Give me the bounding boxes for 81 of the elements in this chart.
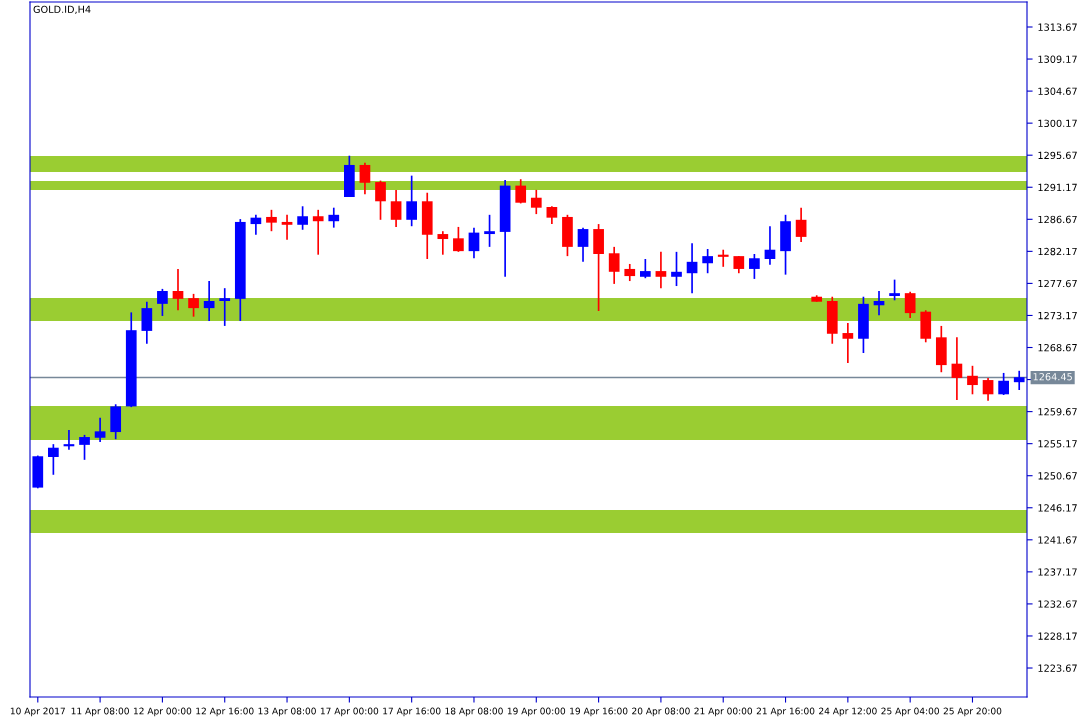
candlestick	[764, 225, 776, 266]
candlestick	[655, 251, 667, 290]
y-tick-label: 1277.67	[1038, 279, 1077, 288]
candlestick	[577, 226, 589, 263]
y-tick-label: 1291.17	[1038, 183, 1077, 192]
candlestick	[686, 242, 698, 294]
x-tick-label: 20 Apr 08:00	[632, 707, 690, 717]
candlestick	[281, 213, 293, 241]
candlestick	[141, 300, 153, 345]
x-tick-label: 24 Apr 12:00	[819, 707, 877, 717]
x-tick-label: 12 Apr 16:00	[196, 707, 254, 717]
candlestick	[266, 208, 277, 233]
candlestick	[967, 364, 978, 396]
y-tick-label: 1250.67	[1038, 472, 1077, 480]
x-tick-label: 17 Apr 00:00	[320, 707, 379, 717]
candlestick	[671, 251, 682, 287]
candlestick	[702, 248, 713, 275]
candlestick	[406, 174, 418, 228]
candlestick	[94, 416, 106, 443]
candlestick	[79, 434, 90, 461]
x-tick-label: 25 Apr 20:00	[943, 707, 1002, 717]
x-tick-label: 11 Apr 08:00	[71, 707, 129, 717]
candlestick	[375, 179, 386, 221]
y-tick-label: 1309.17	[1038, 55, 1077, 63]
x-tick-label: 19 Apr 16:00	[570, 707, 628, 717]
y-tick-label: 1232.67	[1038, 600, 1077, 608]
y-tick-label: 1228.17	[1038, 632, 1077, 640]
y-tick-label: 1259.67	[1038, 408, 1077, 416]
candlestick	[437, 230, 449, 256]
y-tick-label: 1295.67	[1038, 151, 1077, 160]
y-tick-label: 1241.67	[1038, 536, 1077, 544]
candlestick	[219, 287, 231, 327]
candlestick	[468, 226, 480, 260]
y-tick-label: 1304.67	[1038, 87, 1077, 95]
candlestick	[515, 178, 527, 205]
candlestick	[48, 443, 59, 476]
candlestick	[203, 280, 215, 322]
candlestick	[530, 189, 542, 215]
y-tick-label: 1286.67	[1038, 215, 1077, 224]
chart-title: GOLD.ID,H4	[33, 5, 91, 14]
y-tick-label: 1300.17	[1038, 119, 1077, 127]
y-tick-label: 1268.67	[1038, 343, 1077, 352]
y-tick-label: 1223.67	[1038, 664, 1077, 672]
candlestick	[390, 189, 402, 228]
x-tick-label: 13 Apr 08:00	[258, 707, 316, 717]
candlestick	[453, 226, 464, 253]
x-tick-label: 10 Apr 2017	[10, 707, 65, 717]
candlestick	[717, 248, 729, 268]
candlestick	[484, 213, 495, 248]
y-tick-label: 1313.67	[1038, 23, 1077, 31]
x-tick-label: 12 Apr 00:00	[133, 707, 192, 717]
x-tick-label: 18 Apr 08:00	[445, 707, 503, 717]
candlestick	[172, 268, 184, 312]
x-tick-label: 19 Apr 00:00	[507, 707, 566, 717]
y-tick-label: 1255.17	[1038, 440, 1077, 448]
candlestick	[328, 206, 340, 229]
x-tick-label: 25 Apr 04:00	[881, 707, 939, 717]
candlestick	[951, 336, 963, 401]
candlestick	[842, 322, 854, 364]
candlestick	[982, 377, 994, 402]
candlestick	[359, 161, 371, 195]
x-tick-label: 21 Apr 16:00	[756, 707, 815, 717]
candlestick	[904, 290, 916, 319]
candlestick	[889, 278, 900, 302]
candlestick	[297, 205, 308, 231]
candlestick	[639, 258, 651, 280]
y-tick-label: 1282.17	[1038, 247, 1077, 256]
candlestick	[1013, 369, 1025, 391]
candlestick	[312, 208, 324, 256]
candlestick	[188, 293, 199, 318]
y-tick-label: 1237.17	[1038, 568, 1077, 576]
ref-line-label: 1264.45	[1033, 373, 1072, 381]
x-tick-label: 17 Apr 16:00	[383, 707, 441, 717]
y-tick-label: 1246.17	[1038, 504, 1077, 512]
candlestick	[157, 288, 168, 317]
candlestick	[998, 372, 1009, 396]
x-tick-label: 21 Apr 00:00	[694, 707, 753, 717]
y-tick-label: 1273.17	[1038, 311, 1077, 320]
candlestick	[749, 253, 760, 280]
candlestick	[795, 206, 807, 243]
candlestick	[608, 246, 620, 285]
